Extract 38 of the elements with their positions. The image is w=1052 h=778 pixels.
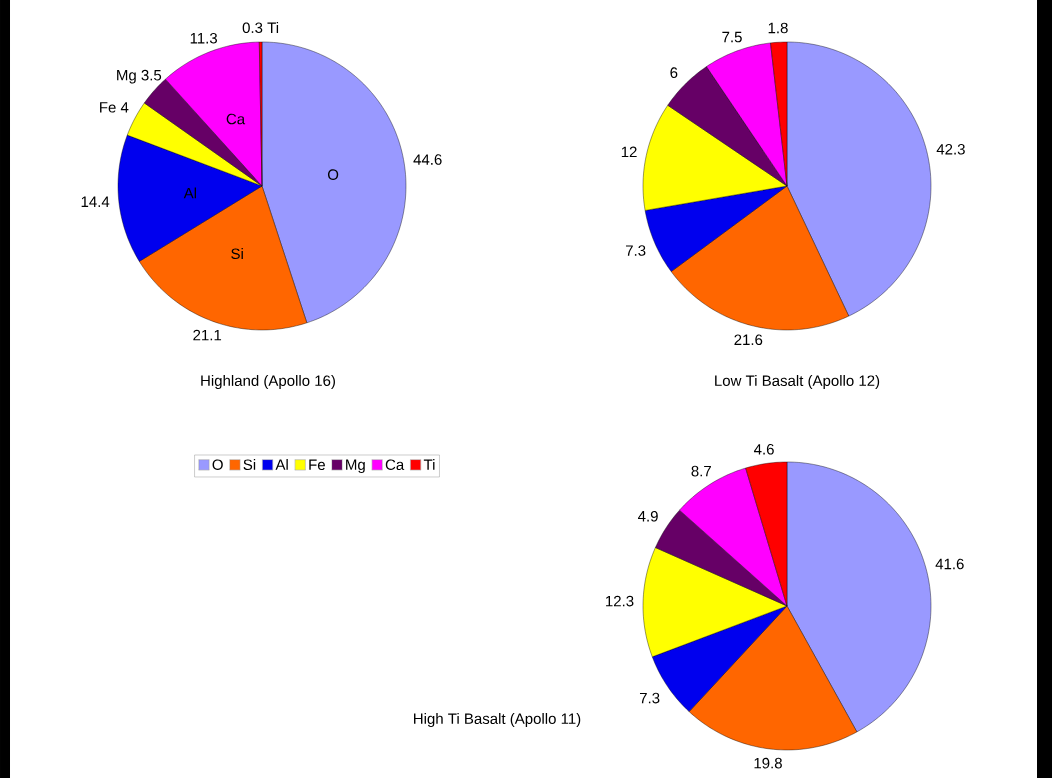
data-label: 7.3 xyxy=(625,245,646,256)
text: Ti xyxy=(267,22,279,33)
data-label: 42.3 xyxy=(936,143,965,155)
legend-label: Al xyxy=(275,458,288,470)
text: Low Ti Basalt (Apollo 12) xyxy=(715,374,880,389)
data-label: 44.6 xyxy=(413,154,442,165)
data-label: 7.5 xyxy=(722,31,742,43)
legend-label: Mg xyxy=(346,459,365,473)
data-label: 12 xyxy=(621,146,637,158)
data-label: 11.3 xyxy=(190,32,218,44)
data-label: 0.3 xyxy=(242,22,263,34)
data-label: 21.6 xyxy=(734,334,763,346)
data-label: 19.8 xyxy=(754,757,782,769)
text: Highland (Apollo 16) xyxy=(201,374,335,389)
text: Si xyxy=(231,248,243,260)
legend-label: O xyxy=(212,459,223,470)
data-label: 4 xyxy=(120,102,129,113)
text: Ca xyxy=(226,113,246,125)
data-label: 4.6 xyxy=(753,443,774,455)
data-label: 6 xyxy=(670,67,678,78)
data-label: 12.3 xyxy=(606,595,634,607)
legend-label: Ca xyxy=(385,459,405,470)
data-label: 8.7 xyxy=(691,465,711,477)
data-label: 3.5 xyxy=(141,69,162,81)
legend-label: Si xyxy=(243,458,256,470)
text: Mg xyxy=(117,70,136,84)
text: Al xyxy=(183,187,196,199)
text: O xyxy=(327,169,339,180)
data-label: 1.8 xyxy=(768,22,788,34)
data-label: 41.6 xyxy=(935,558,964,570)
text: High Ti Basalt (Apollo 11) xyxy=(414,712,581,727)
text: Fe xyxy=(100,102,116,113)
data-label: 21.1 xyxy=(193,329,222,341)
legend-label: Fe xyxy=(309,459,325,470)
legend-label: Ti xyxy=(423,458,435,470)
data-label: 7.3 xyxy=(639,692,660,704)
data-label: 14.4 xyxy=(81,196,110,207)
data-label: 4.9 xyxy=(637,510,658,522)
